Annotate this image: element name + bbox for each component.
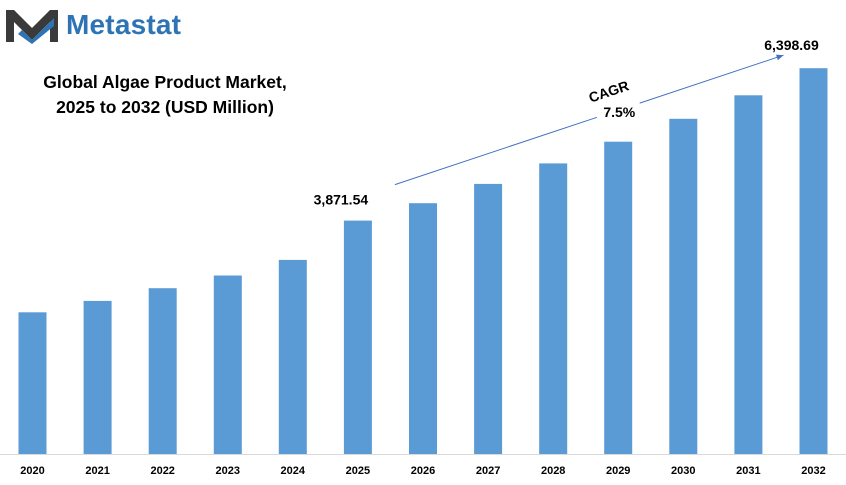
bar-2031 [734,95,763,455]
x-tick-label-2023: 2023 [216,465,240,477]
x-tick-label-2032: 2032 [801,465,825,477]
data-label-2025: 3,871.54 [314,192,369,208]
chart-title-line-2: 2025 to 2032 (USD Million) [56,97,274,117]
bar-2026 [409,203,437,454]
x-tick-label-2022: 2022 [150,465,174,477]
bar-2021 [83,300,112,454]
x-tick-label-2031: 2031 [736,465,760,477]
bar-2020 [18,312,47,454]
cagr-label: CAGR [587,77,631,105]
brand-name: Metastat [66,9,182,40]
data-labels: 3,871.54 6,398.69 [314,37,819,207]
bar-2028 [539,163,568,454]
x-tick-label-2020: 2020 [20,465,44,477]
x-tick-label-2029: 2029 [606,465,630,477]
cagr-annotation: CAGR 7.5% [394,54,784,186]
x-tick-label-2021: 2021 [85,465,109,477]
x-tick-labels: 2020 2021 2022 2023 2024 2025 2026 2027 2028 2029… [20,465,825,477]
cagr-arrow-head-segment [639,54,784,104]
chart-title-line-1: Global Algae Product Market, [43,72,287,92]
x-tick-label-2030: 2030 [671,465,695,477]
bar-2023 [213,275,242,454]
bar-2030 [669,118,698,455]
bar-2032 [799,68,828,454]
metastat-m-logo-icon [6,10,58,44]
chart-title: Global Algae Product Market, 2025 to 203… [10,70,320,120]
x-tick-label-2026: 2026 [411,465,435,477]
bar-2024 [278,259,307,454]
cagr-value: 7.5% [603,104,635,120]
bar-2027 [474,183,503,454]
bar-2029 [604,141,633,454]
bar-2022 [148,288,177,454]
x-tick-label-2024: 2024 [281,465,306,477]
x-tick-label-2025: 2025 [346,465,370,477]
brand-logo: Metastat [4,6,181,44]
bars-layer [18,68,828,455]
data-label-2032: 6,398.69 [764,37,819,53]
cagr-arrow-segment [394,116,598,186]
x-tick-label-2028: 2028 [541,465,565,477]
x-tick-label-2027: 2027 [476,465,500,477]
bar-2025 [343,220,372,454]
